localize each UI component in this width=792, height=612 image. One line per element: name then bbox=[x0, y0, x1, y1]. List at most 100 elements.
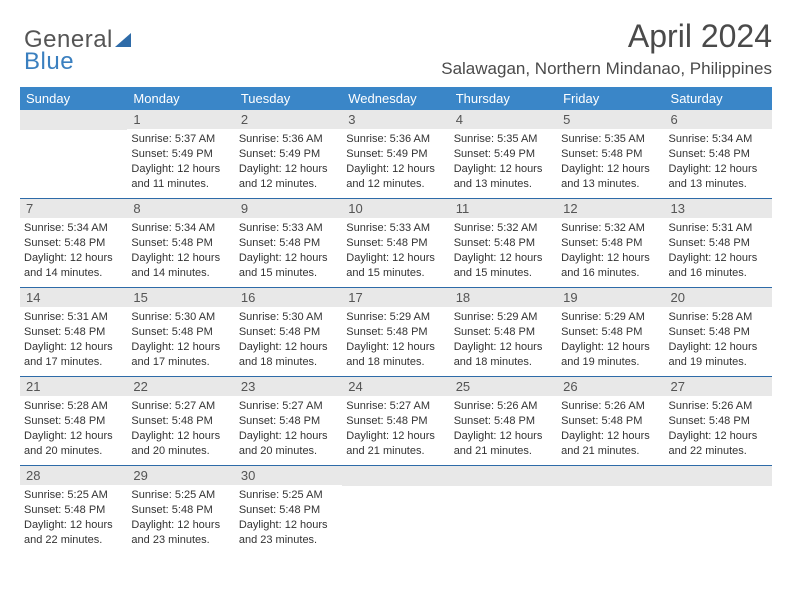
day-number: 3 bbox=[342, 110, 449, 129]
day-number: 11 bbox=[450, 199, 557, 218]
day-cell: 10Sunrise: 5:33 AMSunset: 5:48 PMDayligh… bbox=[342, 199, 449, 287]
daylight-line: Daylight: 12 hours and 15 minutes. bbox=[454, 252, 543, 279]
dow-thursday: Thursday bbox=[450, 87, 557, 110]
sunrise-line: Sunrise: 5:30 AM bbox=[131, 311, 215, 323]
week-row: 28Sunrise: 5:25 AMSunset: 5:48 PMDayligh… bbox=[20, 466, 772, 554]
day-cell bbox=[450, 466, 557, 554]
daylight-line: Daylight: 12 hours and 20 minutes. bbox=[131, 430, 220, 457]
title-block: April 2024 Salawagan, Northern Mindanao,… bbox=[441, 18, 772, 79]
day-number: 9 bbox=[235, 199, 342, 218]
sunset-line: Sunset: 5:48 PM bbox=[239, 237, 320, 249]
day-info: Sunrise: 5:25 AMSunset: 5:48 PMDaylight:… bbox=[20, 485, 127, 553]
day-info: Sunrise: 5:26 AMSunset: 5:48 PMDaylight:… bbox=[557, 396, 664, 464]
sunrise-line: Sunrise: 5:28 AM bbox=[24, 400, 108, 412]
day-info: Sunrise: 5:32 AMSunset: 5:48 PMDaylight:… bbox=[450, 218, 557, 286]
daylight-line: Daylight: 12 hours and 13 minutes. bbox=[669, 163, 758, 190]
day-number: 15 bbox=[127, 288, 234, 307]
day-cell: 14Sunrise: 5:31 AMSunset: 5:48 PMDayligh… bbox=[20, 288, 127, 376]
daylight-line: Daylight: 12 hours and 17 minutes. bbox=[131, 341, 220, 368]
dow-tuesday: Tuesday bbox=[235, 87, 342, 110]
day-cell: 6Sunrise: 5:34 AMSunset: 5:48 PMDaylight… bbox=[665, 110, 772, 198]
sunset-line: Sunset: 5:48 PM bbox=[454, 326, 535, 338]
location-text: Salawagan, Northern Mindanao, Philippine… bbox=[441, 59, 772, 79]
day-info: Sunrise: 5:25 AM Sunset: 5:48 PM Daylight:… bbox=[235, 485, 342, 553]
day-cell: 4Sunrise: 5:35 AMSunset: 5:49 PMDaylight… bbox=[450, 110, 557, 198]
day-number: 19 bbox=[557, 288, 664, 307]
sunrise-line: Sunrise: 5:36 AM bbox=[346, 133, 430, 145]
sunset-line: Sunset: 5:48 PM bbox=[131, 326, 212, 338]
daylight-line: Daylight: 12 hours and 16 minutes. bbox=[669, 252, 758, 279]
sunset-line: Sunset: 5:49 PM bbox=[131, 148, 212, 160]
day-number: 4 bbox=[450, 110, 557, 129]
day-cell: 25Sunrise: 5:26 AMSunset: 5:48 PMDayligh… bbox=[450, 377, 557, 465]
day-info: Sunrise: 5:27 AMSunset: 5:48 PMDaylight:… bbox=[127, 396, 234, 464]
daylight-line: Daylight: 12 hours and 23 minutes. bbox=[131, 519, 220, 546]
sunrise-line: Sunrise: 5:26 AM bbox=[561, 400, 645, 412]
sunset-line: Sunset: 5:48 PM bbox=[24, 504, 105, 516]
day-cell: 11Sunrise: 5:32 AMSunset: 5:48 PMDayligh… bbox=[450, 199, 557, 287]
day-number: 20 bbox=[665, 288, 772, 307]
weeks-container: 1Sunrise: 5:37 AMSunset: 5:49 PMDaylight… bbox=[20, 110, 772, 554]
day-number: 14 bbox=[20, 288, 127, 307]
day-info: Sunrise: 5:32 AMSunset: 5:48 PMDaylight:… bbox=[557, 218, 664, 286]
day-info: Sunrise: 5:27 AMSunset: 5:48 PMDaylight:… bbox=[342, 396, 449, 464]
sunset-line: Sunset: 5:48 PM bbox=[669, 237, 750, 249]
day-cell bbox=[20, 110, 127, 198]
day-info: Sunrise: 5:30 AM Sunset: 5:48 PM Daylight:… bbox=[127, 307, 234, 375]
day-info: Sunrise: 5:29 AMSunset: 5:48 PMDaylight:… bbox=[342, 307, 449, 375]
daylight-line: Daylight: 12 hours and 15 minutes. bbox=[346, 252, 435, 279]
sunset-line: Sunset: 5:49 PM bbox=[346, 148, 427, 160]
day-cell: 17Sunrise: 5:29 AMSunset: 5:48 PMDayligh… bbox=[342, 288, 449, 376]
daylight-line: Daylight: 12 hours and 14 minutes. bbox=[24, 252, 113, 279]
day-number: 5 bbox=[557, 110, 664, 129]
dow-wednesday: Wednesday bbox=[342, 87, 449, 110]
sunset-line: Sunset: 5:48 PM bbox=[24, 326, 105, 338]
week-row: 14Sunrise: 5:31 AMSunset: 5:48 PMDayligh… bbox=[20, 288, 772, 377]
sunrise-line: Sunrise: 5:34 AM bbox=[24, 222, 108, 234]
day-cell: 3Sunrise: 5:36 AMSunset: 5:49 PMDaylight… bbox=[342, 110, 449, 198]
brand-logo: General Blue bbox=[20, 18, 131, 76]
day-cell: 18Sunrise: 5:29 AMSunset: 5:48 PMDayligh… bbox=[450, 288, 557, 376]
day-info: Sunrise: 5:35 AMSunset: 5:49 PMDaylight:… bbox=[450, 129, 557, 197]
day-cell bbox=[665, 466, 772, 554]
day-info: Sunrise: 5:36 AMSunset: 5:49 PMDaylight:… bbox=[342, 129, 449, 197]
sunset-line: Sunset: 5:48 PM bbox=[24, 237, 105, 249]
day-info: Sunrise: 5:28 AMSunset: 5:48 PMDaylight:… bbox=[665, 307, 772, 375]
day-info: Sunrise: 5:33 AM Sunset: 5:48 PM Daylight:… bbox=[342, 218, 449, 286]
daylight-line: Daylight: 12 hours and 18 minutes. bbox=[239, 341, 328, 368]
day-info: Sunrise: 5:34 AMSunset: 5:48 PMDaylight:… bbox=[665, 129, 772, 197]
sunrise-line: Sunrise: 5:35 AM bbox=[454, 133, 538, 145]
dow-monday: Monday bbox=[127, 87, 234, 110]
sunset-line: Sunset: 5:48 PM bbox=[561, 326, 642, 338]
sunrise-line: Sunrise: 5:25 AM bbox=[239, 489, 323, 501]
sunrise-line: Sunrise: 5:27 AM bbox=[239, 400, 323, 412]
day-number: 22 bbox=[127, 377, 234, 396]
day-cell: 20Sunrise: 5:28 AMSunset: 5:48 PMDayligh… bbox=[665, 288, 772, 376]
day-cell: 26Sunrise: 5:26 AMSunset: 5:48 PMDayligh… bbox=[557, 377, 664, 465]
sunset-line: Sunset: 5:48 PM bbox=[454, 237, 535, 249]
daylight-line: Daylight: 12 hours and 23 minutes. bbox=[239, 519, 328, 546]
day-cell: 27Sunrise: 5:26 AMSunset: 5:48 PMDayligh… bbox=[665, 377, 772, 465]
sunrise-line: Sunrise: 5:29 AM bbox=[346, 311, 430, 323]
day-cell: 19Sunrise: 5:29 AMSunset: 5:48 PMDayligh… bbox=[557, 288, 664, 376]
day-number bbox=[20, 110, 127, 130]
day-info: Sunrise: 5:29 AMSunset: 5:48 PMDaylight:… bbox=[450, 307, 557, 375]
day-number: 24 bbox=[342, 377, 449, 396]
day-info: Sunrise: 5:29 AMSunset: 5:48 PMDaylight:… bbox=[557, 307, 664, 375]
day-number: 25 bbox=[450, 377, 557, 396]
sunset-line: Sunset: 5:49 PM bbox=[239, 148, 320, 160]
day-cell: 12Sunrise: 5:32 AMSunset: 5:48 PMDayligh… bbox=[557, 199, 664, 287]
day-info: Sunrise: 5:36 AMSunset: 5:49 PMDaylight:… bbox=[235, 129, 342, 197]
day-info: Sunrise: 5:28 AMSunset: 5:48 PMDaylight:… bbox=[20, 396, 127, 464]
daylight-line: Daylight: 12 hours and 19 minutes. bbox=[669, 341, 758, 368]
dow-header-row: Sunday Monday Tuesday Wednesday Thursday… bbox=[20, 87, 772, 110]
day-info: Sunrise: 5:33 AMSunset: 5:48 PMDaylight:… bbox=[235, 218, 342, 286]
sunset-line: Sunset: 5:48 PM bbox=[346, 415, 427, 427]
daylight-line: Daylight: 12 hours and 14 minutes. bbox=[131, 252, 220, 279]
sunset-line: Sunset: 5:48 PM bbox=[346, 237, 427, 249]
day-info: Sunrise: 5:34 AM Sunset: 5:48 PM Daylight:… bbox=[20, 218, 127, 286]
sunset-line: Sunset: 5:48 PM bbox=[239, 504, 320, 516]
sunset-line: Sunset: 5:48 PM bbox=[669, 148, 750, 160]
daylight-line: Daylight: 12 hours and 18 minutes. bbox=[454, 341, 543, 368]
sunrise-line: Sunrise: 5:33 AM bbox=[346, 222, 430, 234]
